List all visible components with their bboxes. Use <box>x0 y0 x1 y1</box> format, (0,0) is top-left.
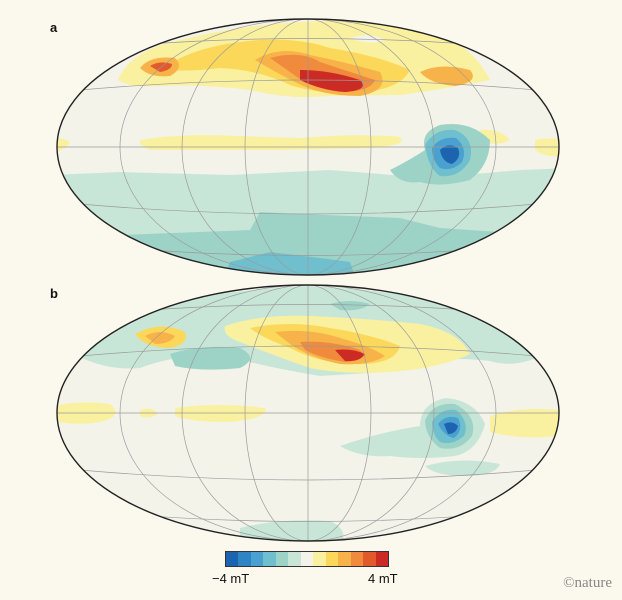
anomaly-south-pole <box>220 252 360 275</box>
color-swatch-12 <box>375 552 389 566</box>
color-swatch-7 <box>313 552 326 566</box>
anomaly-min-negative-a <box>440 145 460 164</box>
color-scale-bar <box>225 551 389 567</box>
scale-min-label: −4 mT <box>212 571 250 586</box>
globe-outline-b <box>56 284 560 542</box>
nature-credit: ©nature <box>563 575 612 591</box>
color-swatch-10 <box>350 552 364 566</box>
color-swatch-5 <box>288 552 301 566</box>
panel-label-a: a <box>50 20 58 35</box>
anomaly-min-negative-b <box>444 422 458 434</box>
panel-label-b: b <box>50 286 58 301</box>
color-swatch-11 <box>363 552 376 566</box>
graticule-a <box>57 19 559 275</box>
graticule-b <box>57 285 559 541</box>
scale-max-label: 4 mT <box>368 571 398 586</box>
color-swatch-0 <box>226 552 239 566</box>
anomaly-equatorial-strip <box>139 135 402 150</box>
color-swatch-2 <box>250 552 264 566</box>
anomaly-max-positive-b <box>335 349 365 362</box>
anomaly-max-positive-a <box>300 70 363 92</box>
color-swatch-8 <box>325 552 339 566</box>
field-map-b <box>56 284 560 542</box>
color-swatch-9 <box>338 552 351 566</box>
globe-outline-a <box>56 18 560 276</box>
color-swatch-6 <box>300 552 314 566</box>
color-swatch-3 <box>263 552 276 566</box>
color-swatch-4 <box>275 552 289 566</box>
color-swatch-1 <box>238 552 251 566</box>
field-map-a <box>56 18 560 276</box>
